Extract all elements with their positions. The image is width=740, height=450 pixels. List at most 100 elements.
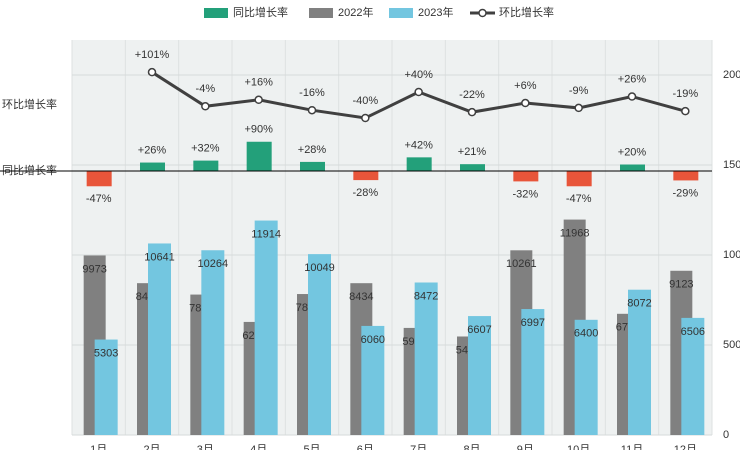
line-point xyxy=(147,67,157,77)
line-point xyxy=(681,106,690,116)
bar xyxy=(574,319,598,435)
data-label: -22% xyxy=(459,89,485,101)
x-tick-label: 3月 xyxy=(197,444,214,450)
yoy-bar xyxy=(460,164,485,171)
line-point xyxy=(467,107,477,117)
data-label: 10049 xyxy=(304,262,335,274)
legend-label: 2022年 xyxy=(338,5,373,19)
x-tick-label: 1月 xyxy=(90,444,107,450)
line-point xyxy=(414,87,423,97)
legend-swatch xyxy=(389,8,413,18)
panel-label: 同比增长率 xyxy=(2,163,57,177)
data-label: -47% xyxy=(86,193,112,205)
bar xyxy=(201,250,225,435)
data-label: 10261 xyxy=(506,258,537,270)
y-tick-label: 20000 xyxy=(723,69,740,81)
legend-label: 环比增长率 xyxy=(499,5,554,19)
data-label: +26% xyxy=(138,144,167,156)
legend-label: 2023年 xyxy=(418,5,453,19)
data-label: +16% xyxy=(244,77,273,89)
data-label: +40% xyxy=(404,69,433,81)
bar xyxy=(308,254,331,435)
x-tick-label: 12月 xyxy=(674,444,697,450)
y-tick-label: 0 xyxy=(723,429,729,441)
data-label: +28% xyxy=(298,144,327,156)
y-tick-label: 5000 xyxy=(723,339,740,351)
y-tick-label: 10000 xyxy=(723,249,740,261)
x-tick-label: 5月 xyxy=(303,444,320,450)
data-label: 6997 xyxy=(521,317,545,329)
x-tick-label: 6月 xyxy=(357,444,374,450)
x-tick-label: 8月 xyxy=(463,444,480,450)
y-tick-label: 15000 xyxy=(723,159,740,171)
yoy-bar xyxy=(140,162,165,171)
yoy-bar xyxy=(300,161,325,171)
bar xyxy=(628,289,651,435)
data-label: 5303 xyxy=(94,347,118,359)
data-label: 6607 xyxy=(467,324,491,336)
legend-swatch xyxy=(204,8,228,18)
x-tick-label: 4月 xyxy=(250,444,267,450)
data-label: +6% xyxy=(514,80,537,92)
x-tick-label: 11月 xyxy=(621,444,643,450)
data-label: 9123 xyxy=(669,279,693,291)
bar xyxy=(148,243,171,435)
data-label: 10641 xyxy=(144,251,175,263)
line-point xyxy=(254,95,263,105)
data-label: -4% xyxy=(196,83,216,95)
line-point xyxy=(574,103,583,113)
line-point xyxy=(361,113,370,123)
data-label: 11914 xyxy=(251,228,281,240)
line-point xyxy=(307,105,317,115)
x-tick-label: 10月 xyxy=(567,444,590,450)
data-label: 8434 xyxy=(349,291,373,303)
data-label: 11968 xyxy=(560,227,590,239)
bar xyxy=(414,282,438,435)
x-tick-label: 2月 xyxy=(143,444,160,450)
bar xyxy=(468,316,491,435)
yoy-bar xyxy=(246,141,272,171)
data-label: 6506 xyxy=(681,326,705,338)
line-point xyxy=(201,102,210,111)
data-label: +20% xyxy=(618,146,647,158)
data-label: 6060 xyxy=(361,334,385,346)
bar xyxy=(94,339,118,435)
yoy-bar xyxy=(673,171,699,181)
bar xyxy=(521,309,545,435)
data-label: 8472 xyxy=(414,290,438,302)
data-label: +101% xyxy=(135,49,170,61)
data-label: +26% xyxy=(618,73,647,85)
yoy-bar xyxy=(620,164,645,171)
data-label: -29% xyxy=(672,187,698,199)
data-label: -32% xyxy=(512,188,538,200)
data-label: -47% xyxy=(566,193,592,205)
legend-marker xyxy=(478,8,487,18)
yoy-bar xyxy=(193,160,219,171)
data-label: +21% xyxy=(458,146,487,158)
legend-label: 同比增长率 xyxy=(233,5,288,19)
legend-swatch xyxy=(309,8,333,18)
bar xyxy=(681,317,705,435)
data-label: -19% xyxy=(672,88,698,100)
yoy-bar xyxy=(513,171,539,182)
line-point xyxy=(521,98,530,108)
x-tick-label: 9月 xyxy=(517,444,534,450)
data-label: -28% xyxy=(352,187,378,199)
bar xyxy=(361,325,385,435)
data-label: 6400 xyxy=(574,328,598,340)
yoy-bar xyxy=(566,171,592,187)
data-label: +32% xyxy=(191,143,220,155)
panel-label: 环比增长率 xyxy=(2,97,57,111)
data-label: -16% xyxy=(299,87,325,99)
data-label: 8072 xyxy=(627,298,651,310)
data-label: +90% xyxy=(244,124,273,136)
x-tick-label: 7月 xyxy=(410,444,427,450)
line-point xyxy=(627,92,637,101)
yoy-bar xyxy=(406,157,432,171)
data-label: 10264 xyxy=(198,258,229,270)
data-label: +42% xyxy=(404,139,433,151)
data-label: -40% xyxy=(352,95,378,107)
yoy-bar xyxy=(86,171,112,187)
bar xyxy=(254,220,278,435)
